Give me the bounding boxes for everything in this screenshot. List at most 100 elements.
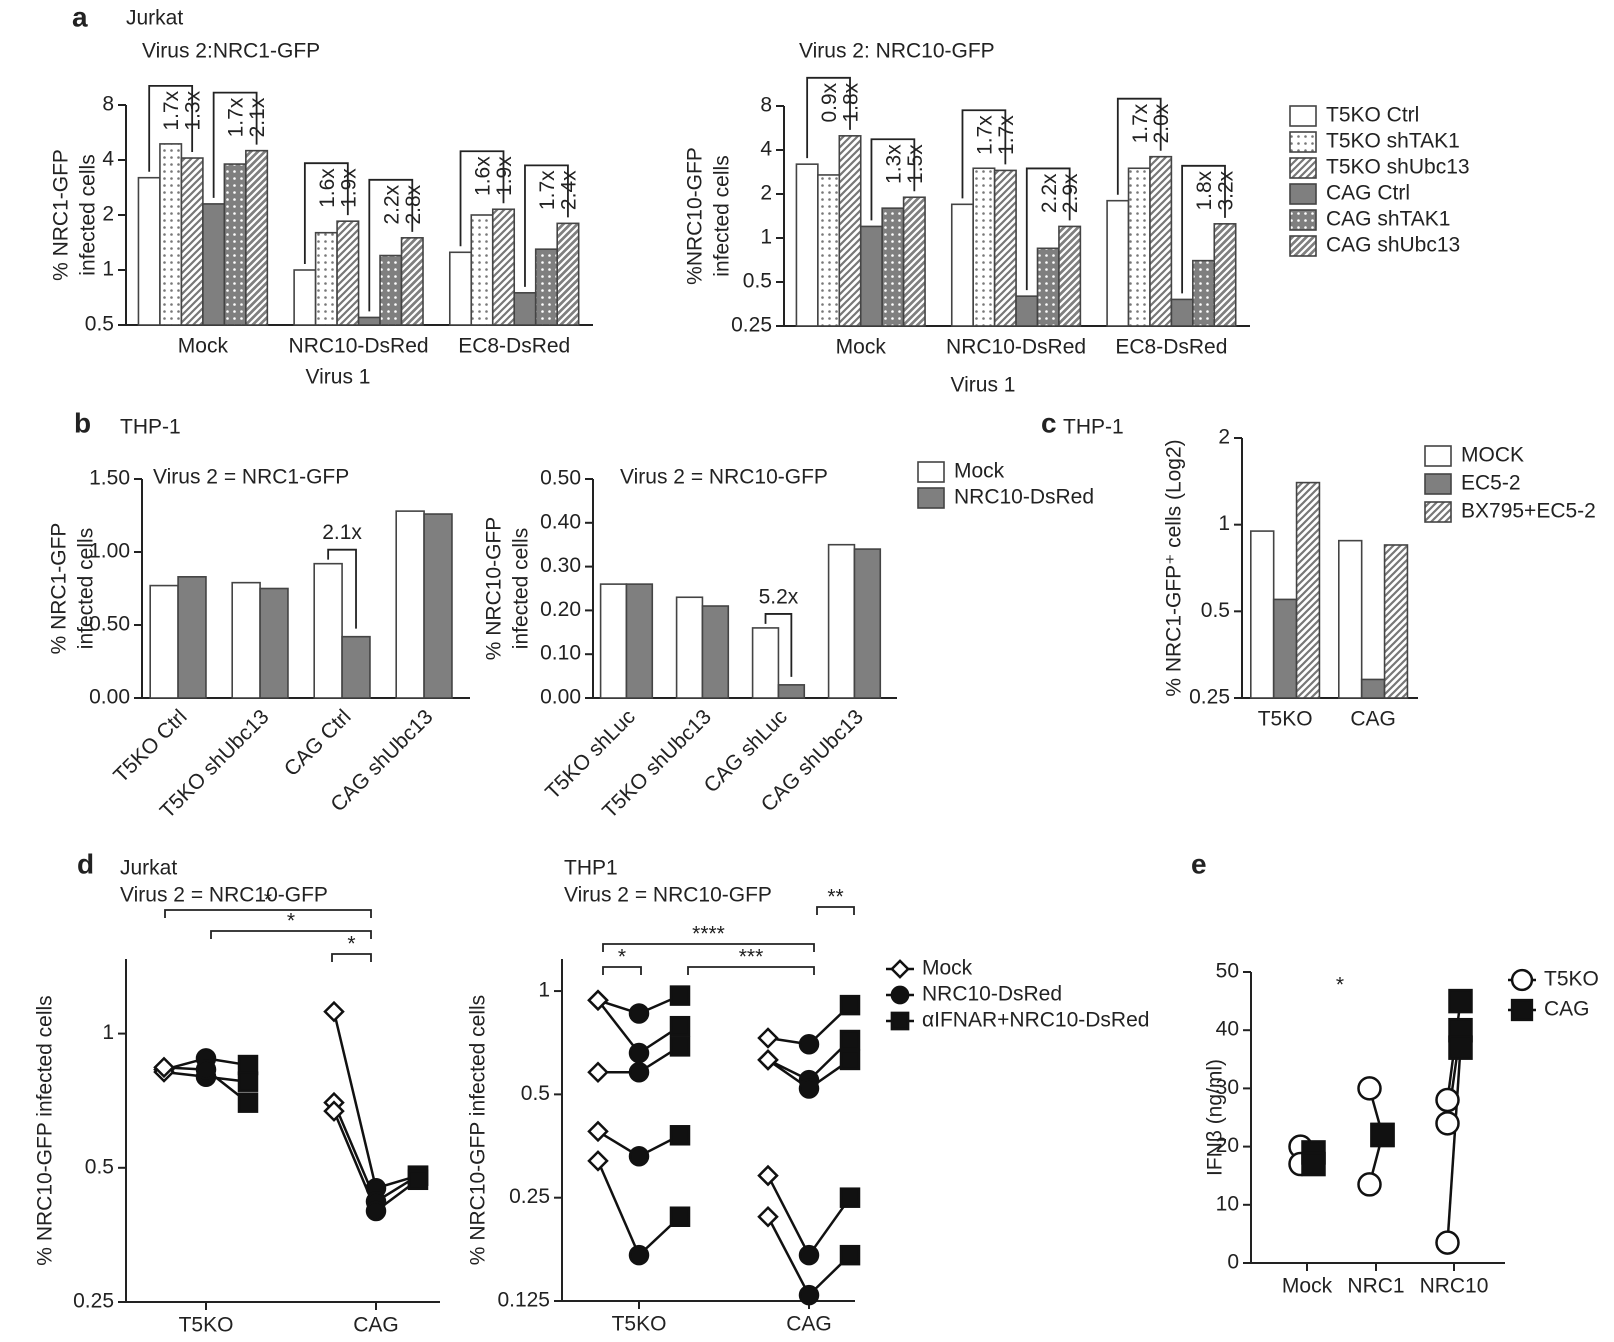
bar [675, 596, 704, 699]
bracket [1025, 167, 1071, 291]
chart-title: Virus 2 = NRC1-GFP [153, 466, 349, 489]
bracket [331, 953, 372, 962]
bar [1360, 678, 1386, 699]
bracket [806, 76, 851, 159]
y-tick-label: 0.25 [1189, 686, 1230, 709]
x-tick-label: CAG [786, 1313, 832, 1336]
marker-square [237, 1071, 259, 1092]
y-tick-label: 0.5 [85, 1155, 114, 1178]
legend-label: T5KO shUbc13 [1326, 156, 1470, 179]
marker-square [1510, 998, 1534, 1022]
marker-diamond [757, 1205, 779, 1228]
bar [1272, 598, 1298, 699]
fold-label: 1.5x [904, 144, 927, 184]
legend-label: NRC10-DsRed [922, 983, 1062, 1006]
panel-letter: a [72, 1, 88, 32]
legend-label: Mock [922, 957, 973, 980]
x-tick-label: CAG [1350, 708, 1396, 731]
fold-label: 1.6x [316, 168, 339, 208]
marker-circle [1357, 1172, 1382, 1197]
legend-label: αIFNAR+NRC10-DsRed [922, 1009, 1149, 1032]
legend-swatch [1424, 501, 1452, 523]
bar [159, 143, 183, 326]
y-tick-label: 0.125 [497, 1289, 550, 1312]
marker-square [839, 1049, 861, 1071]
bracket [303, 162, 349, 264]
x-tick-label: NRC10 [1420, 1275, 1489, 1298]
x-tick-label: NRC1 [1347, 1275, 1404, 1298]
bar [313, 562, 343, 699]
bar [881, 207, 905, 327]
fold-label: 2.4x [557, 170, 580, 210]
bracket [1181, 164, 1226, 294]
bar [177, 576, 207, 699]
bar [993, 169, 1017, 327]
bar [1250, 530, 1275, 699]
bar [245, 149, 269, 326]
y-tick-label: 0.50 [89, 613, 130, 636]
chart-title: Virus 2:NRC1-GFP [142, 40, 320, 63]
x-axis-label: Virus 1 [306, 366, 371, 389]
bar [1213, 223, 1237, 327]
marker-circle [195, 1059, 217, 1080]
legend-swatch [1424, 445, 1452, 467]
legend-label: T5KO [1544, 968, 1599, 991]
fold-label: 2.2x [1038, 173, 1061, 213]
bracket [212, 91, 258, 198]
significance-label: *** [739, 946, 764, 969]
bracket [602, 966, 642, 975]
marker-square [839, 1029, 861, 1051]
bar [795, 163, 819, 327]
bar [827, 543, 856, 699]
y-tick-label: 1.00 [89, 540, 130, 563]
chart-title: Virus 2 = NRC10-GFP [120, 884, 328, 907]
bracket [368, 178, 414, 312]
bar [293, 269, 317, 326]
legend-label: T5KO Ctrl [1326, 104, 1419, 127]
y-tick-label: 1 [760, 226, 772, 249]
bracket [327, 548, 357, 629]
y-tick-label: 0.00 [89, 686, 130, 709]
fold-label: 0.9x [818, 82, 841, 122]
legend-label: NRC10-DsRed [954, 486, 1094, 509]
bracket [687, 966, 815, 975]
y-tick-label: 0.25 [73, 1290, 114, 1313]
chart-title: Virus 2 = NRC10-GFP [620, 466, 828, 489]
y-tick-label: 0.5 [85, 313, 114, 336]
significance-label: **** [692, 923, 725, 946]
y-axis-label: infected cells [711, 155, 734, 276]
x-tick-label: Mock [178, 335, 229, 358]
y-tick-label: 1 [102, 1021, 114, 1044]
y-axis-label: % NRC10-GFP [483, 517, 506, 661]
chart-title: Virus 2: NRC10-GFP [799, 40, 995, 63]
bracket [870, 138, 916, 221]
y-axis-label: infected cells [77, 154, 100, 275]
fold-label: 1.7x [995, 115, 1018, 155]
bar [701, 605, 730, 699]
pair-line [766, 1174, 811, 1256]
marker-square [1301, 1151, 1326, 1177]
bracket [1116, 97, 1162, 195]
marker-square [839, 1244, 861, 1266]
y-tick-label: 1 [102, 258, 114, 281]
bar [202, 203, 226, 326]
bar [1036, 247, 1060, 327]
bar [1170, 298, 1194, 327]
marker-square [890, 1011, 910, 1031]
bar [902, 196, 926, 327]
fold-label: 3.2x [1215, 170, 1238, 210]
marker-circle [365, 1200, 387, 1222]
y-axis-label: % NRC10-GFP infected cells [467, 995, 490, 1265]
bar [1295, 481, 1321, 699]
bar [314, 231, 338, 326]
bar [180, 157, 204, 326]
marker-square [1448, 988, 1473, 1014]
bar [423, 513, 453, 699]
y-tick-label: 0.40 [540, 510, 581, 533]
marker-circle [798, 1284, 820, 1306]
bar [972, 167, 996, 327]
bracket [148, 84, 194, 172]
fold-label: 2.8x [402, 184, 425, 224]
y-tick-label: 2 [760, 182, 772, 205]
